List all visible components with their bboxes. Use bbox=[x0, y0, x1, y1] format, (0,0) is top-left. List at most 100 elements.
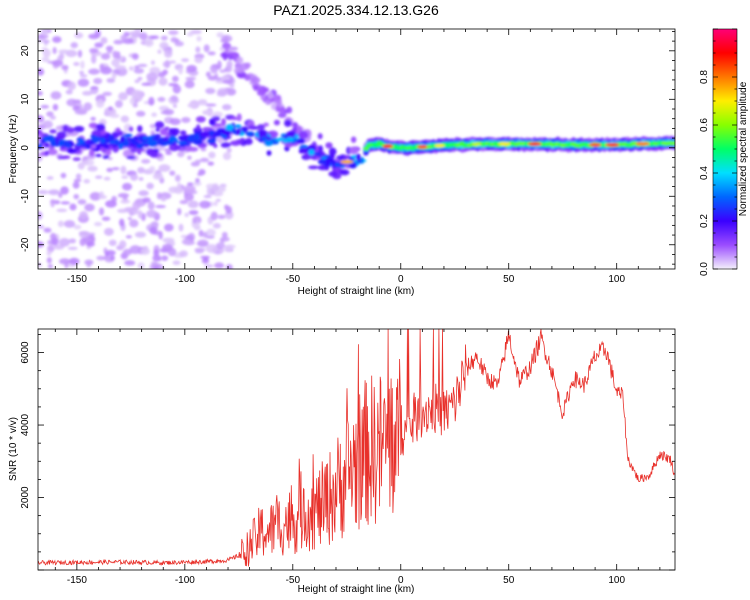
spectral-blob bbox=[89, 191, 102, 201]
spectral-blob bbox=[225, 124, 234, 131]
spectral-blob bbox=[163, 223, 174, 232]
spectral-blob bbox=[187, 155, 192, 160]
spectral-blob bbox=[264, 139, 274, 147]
spectral-blob bbox=[60, 186, 69, 195]
spectral-blob bbox=[119, 240, 127, 249]
spectral-blob bbox=[46, 176, 54, 180]
spectral-blob bbox=[144, 38, 154, 47]
spectral-blob bbox=[40, 104, 50, 109]
spectral-blob bbox=[88, 68, 100, 75]
spectral-blob bbox=[141, 82, 152, 86]
spectral-blob bbox=[236, 128, 242, 135]
spectral-blob bbox=[207, 51, 216, 56]
spectral-blob bbox=[120, 165, 127, 175]
spectral-blob bbox=[234, 62, 242, 70]
spectrogram-image bbox=[38, 29, 675, 269]
spectral-blob bbox=[80, 60, 85, 69]
spectral-blob bbox=[180, 234, 187, 239]
spectral-blob bbox=[161, 255, 169, 261]
spectral-blob bbox=[325, 142, 333, 149]
spectral-hot-spot bbox=[498, 142, 511, 146]
spectral-blob bbox=[44, 150, 49, 156]
y-tick-label: 6000 bbox=[20, 341, 31, 364]
spectral-blob bbox=[121, 182, 133, 191]
spectral-blob bbox=[224, 204, 229, 210]
spectral-blob bbox=[149, 66, 161, 75]
spectral-blob bbox=[132, 201, 141, 211]
spectral-blob bbox=[299, 131, 309, 139]
colorbar-label: Normalized spectral amplitude bbox=[738, 81, 749, 216]
spectral-blob bbox=[286, 130, 296, 138]
spectral-blob bbox=[95, 143, 104, 147]
spectral-blob bbox=[129, 97, 135, 105]
spectral-blob bbox=[213, 201, 218, 207]
spectral-blob bbox=[223, 244, 233, 253]
spectral-blob bbox=[46, 257, 52, 264]
spectral-blob bbox=[155, 204, 167, 209]
spectral-blob bbox=[187, 136, 192, 142]
spectral-blob bbox=[44, 135, 51, 140]
spectral-blob bbox=[147, 201, 155, 210]
spectral-blob bbox=[188, 210, 199, 216]
colorbar-tick-label: 0.8 bbox=[699, 70, 710, 84]
spectral-blob bbox=[40, 139, 46, 144]
spectral-blob bbox=[100, 53, 111, 60]
spectral-blob bbox=[350, 136, 357, 143]
y-tick-label: 4000 bbox=[20, 413, 31, 436]
spectral-blob bbox=[222, 104, 232, 111]
spectral-blob bbox=[194, 133, 200, 141]
spectral-blob bbox=[149, 151, 159, 158]
spectral-blob bbox=[205, 103, 217, 107]
spectral-blob bbox=[112, 50, 118, 59]
spectral-blob bbox=[149, 226, 158, 235]
snr-frame bbox=[37, 328, 676, 571]
x-tick-label: 50 bbox=[503, 575, 515, 586]
spectral-blob bbox=[108, 145, 114, 151]
spectral-blob bbox=[236, 113, 242, 122]
spectral-blob bbox=[212, 115, 221, 122]
spectral-blob bbox=[105, 200, 117, 208]
spectral-blob bbox=[184, 212, 190, 218]
spectral-blob bbox=[169, 118, 181, 126]
spectral-blob bbox=[69, 203, 77, 211]
spectral-blob bbox=[57, 155, 69, 160]
spectral-blob bbox=[225, 264, 233, 269]
spectral-blob bbox=[104, 250, 116, 256]
spectral-blob bbox=[220, 142, 231, 148]
spectral-blob bbox=[49, 129, 57, 134]
spectral-blob bbox=[148, 165, 156, 172]
spectral-hot-spot bbox=[635, 141, 650, 146]
spectral-blob bbox=[197, 100, 208, 106]
spectral-blob bbox=[221, 130, 232, 136]
spectral-blob bbox=[73, 193, 80, 200]
spectral-blob bbox=[38, 154, 43, 162]
x-tick-label: -150 bbox=[67, 575, 87, 586]
spectral-blob bbox=[94, 153, 102, 158]
spectral-blob bbox=[60, 201, 71, 205]
spectral-blob bbox=[139, 32, 148, 41]
spectral-blob bbox=[205, 228, 216, 237]
spectral-blob bbox=[77, 49, 83, 58]
spectral-blob bbox=[222, 53, 228, 61]
spectral-blob bbox=[95, 175, 103, 179]
colorbar-tick-label: 0.0 bbox=[699, 262, 710, 276]
spectral-blob bbox=[317, 133, 323, 140]
spectral-blob bbox=[171, 75, 179, 83]
spectral-blob bbox=[137, 166, 145, 174]
x-tick-label: -50 bbox=[286, 274, 301, 285]
spectral-blob bbox=[38, 115, 45, 123]
spectral-blob bbox=[200, 131, 211, 138]
spectral-blob bbox=[194, 159, 201, 165]
y-tick-label: 10 bbox=[20, 93, 31, 105]
spectral-blob bbox=[197, 172, 203, 177]
spectral-blob bbox=[102, 91, 112, 97]
spectral-blob bbox=[159, 128, 169, 136]
spectral-blob bbox=[172, 260, 181, 266]
spectral-blob bbox=[195, 177, 200, 183]
spectral-blob bbox=[57, 220, 64, 228]
spectral-blob bbox=[48, 189, 60, 196]
spectral-blob bbox=[157, 97, 166, 102]
spectral-blob bbox=[222, 152, 232, 161]
spectral-blob bbox=[170, 95, 178, 102]
spectral-blob bbox=[91, 54, 97, 64]
